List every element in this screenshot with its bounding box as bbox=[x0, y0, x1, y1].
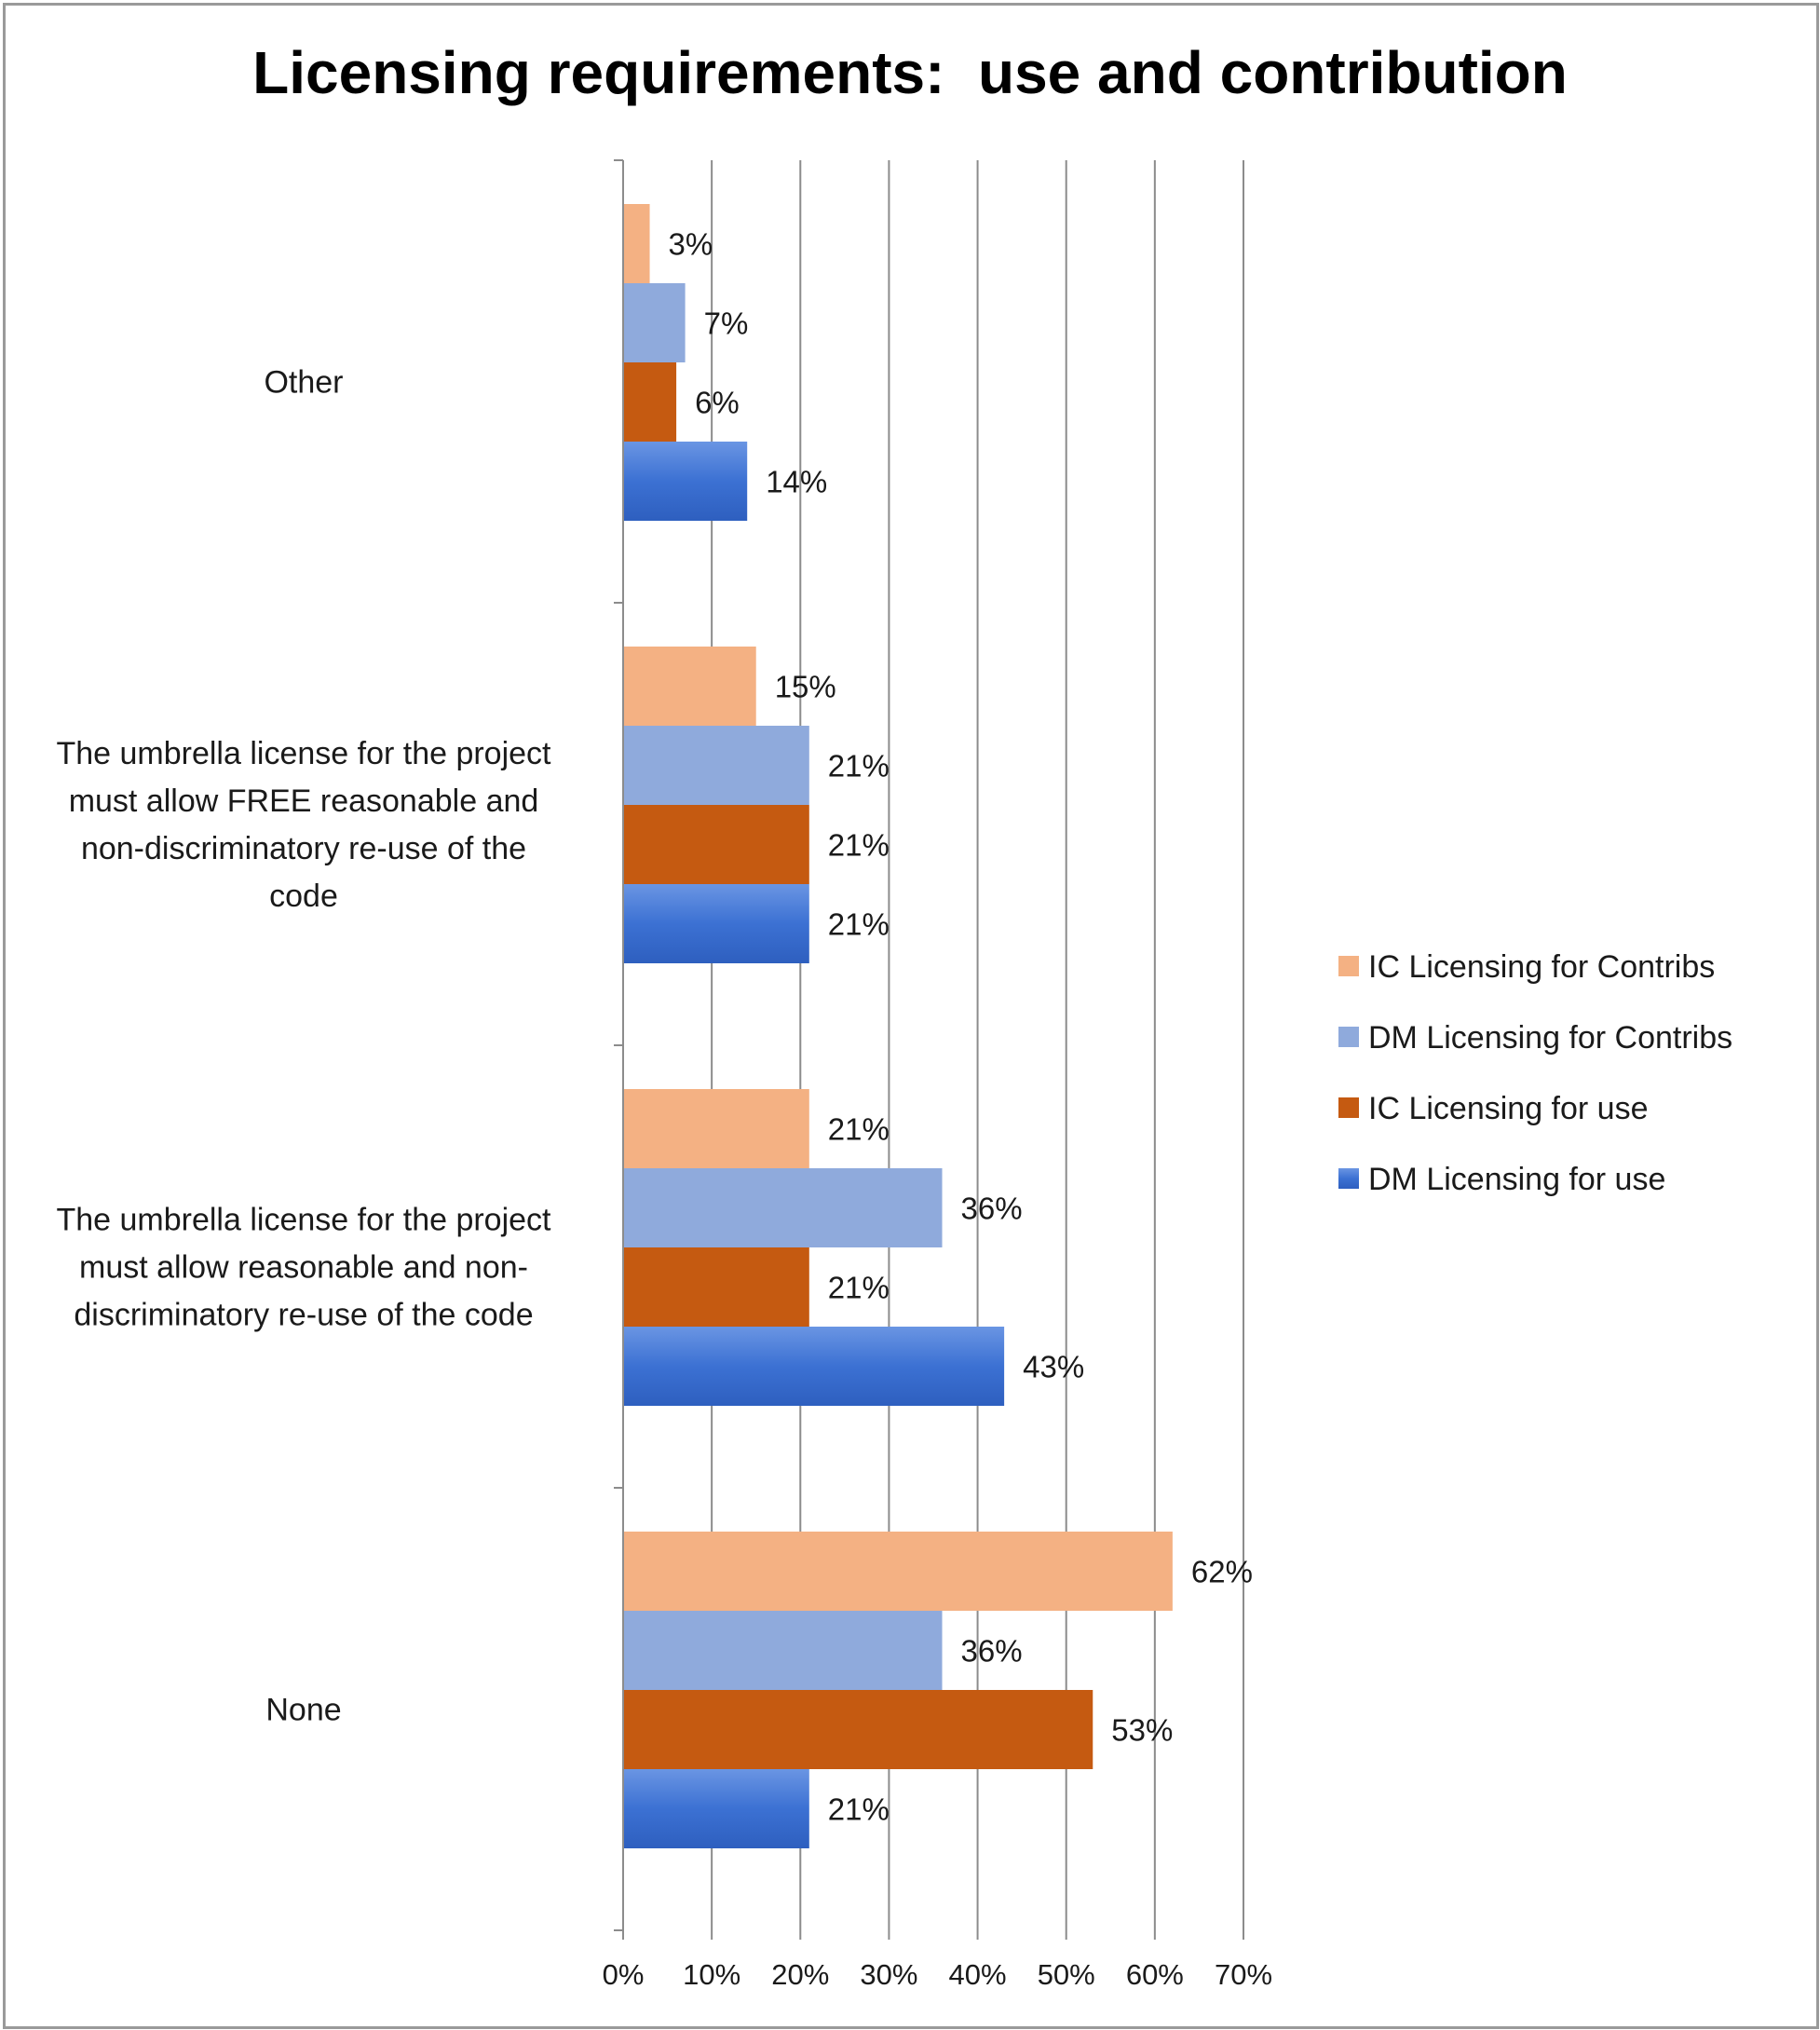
legend-entry: DM Licensing for Contribs bbox=[1368, 1020, 1732, 1056]
data-label: 21% bbox=[828, 1792, 890, 1827]
bar bbox=[623, 1089, 809, 1168]
data-label: 15% bbox=[775, 670, 836, 704]
data-labels: 3% 7% 6% 14% 15% 21% 21% 21% 21% 36% 21% 43% 62% 36% 5… bbox=[669, 227, 1253, 1827]
bar bbox=[623, 1327, 1005, 1406]
x-tick-label: 30% bbox=[860, 1958, 917, 1991]
x-tick-label: 50% bbox=[1038, 1958, 1095, 1991]
data-label: 21% bbox=[828, 749, 890, 783]
category-label: Other bbox=[264, 365, 343, 401]
data-label: 36% bbox=[961, 1192, 1023, 1226]
bar bbox=[623, 442, 748, 521]
x-tick-label: 10% bbox=[683, 1958, 740, 1991]
data-label: 14% bbox=[766, 465, 827, 499]
x-tick-label: 70% bbox=[1215, 1958, 1272, 1991]
bar bbox=[623, 805, 809, 884]
bar bbox=[623, 1247, 809, 1327]
chart-title: Licensing requirements: use and contribu… bbox=[252, 39, 1568, 106]
data-label: 3% bbox=[669, 227, 713, 262]
bar bbox=[623, 647, 756, 726]
x-tick-label: 40% bbox=[949, 1958, 1007, 1991]
category-labels: Other The umbrella license for the projec… bbox=[56, 365, 551, 1728]
legend-swatch bbox=[1338, 1097, 1359, 1118]
category-label: The umbrella license for the project must… bbox=[56, 1203, 551, 1333]
bar bbox=[623, 884, 809, 963]
bar bbox=[623, 1769, 809, 1848]
data-label: 21% bbox=[828, 1112, 890, 1147]
data-label: 7% bbox=[704, 307, 749, 341]
legend-swatch bbox=[1338, 956, 1359, 976]
bar bbox=[623, 204, 650, 283]
category-label: None bbox=[265, 1693, 341, 1728]
bar bbox=[623, 1690, 1093, 1769]
x-tick-label: 60% bbox=[1126, 1958, 1184, 1991]
data-label: 53% bbox=[1111, 1713, 1173, 1748]
bar bbox=[623, 1611, 943, 1690]
bar bbox=[623, 726, 809, 805]
value-axis bbox=[614, 159, 1244, 1940]
data-label: 21% bbox=[828, 828, 890, 863]
legend-swatch bbox=[1338, 1027, 1359, 1047]
data-label: 43% bbox=[1023, 1350, 1084, 1384]
legend: IC Licensing for Contribs DM Licensing fo… bbox=[1338, 949, 1732, 1197]
data-label: 6% bbox=[695, 386, 740, 420]
data-label: 62% bbox=[1191, 1555, 1253, 1589]
data-label: 36% bbox=[961, 1634, 1023, 1669]
bar bbox=[623, 283, 686, 362]
bar bbox=[623, 1168, 943, 1247]
data-label: 21% bbox=[828, 907, 890, 942]
x-tick-label: 20% bbox=[771, 1958, 829, 1991]
x-tick-labels: 0% 10% 20% 30% 40% 50% 60% 70% bbox=[603, 1958, 1272, 1991]
bar bbox=[623, 1532, 1173, 1611]
category-label: The umbrella license for the project must… bbox=[56, 736, 551, 914]
data-label: 21% bbox=[828, 1271, 890, 1305]
legend-entry: IC Licensing for Contribs bbox=[1368, 949, 1715, 985]
x-tick-label: 0% bbox=[603, 1958, 645, 1991]
legend-entry: IC Licensing for use bbox=[1368, 1091, 1649, 1126]
bar bbox=[623, 362, 677, 442]
legend-swatch bbox=[1338, 1168, 1359, 1189]
legend-entry: DM Licensing for use bbox=[1368, 1162, 1665, 1197]
bars bbox=[623, 204, 1173, 1848]
